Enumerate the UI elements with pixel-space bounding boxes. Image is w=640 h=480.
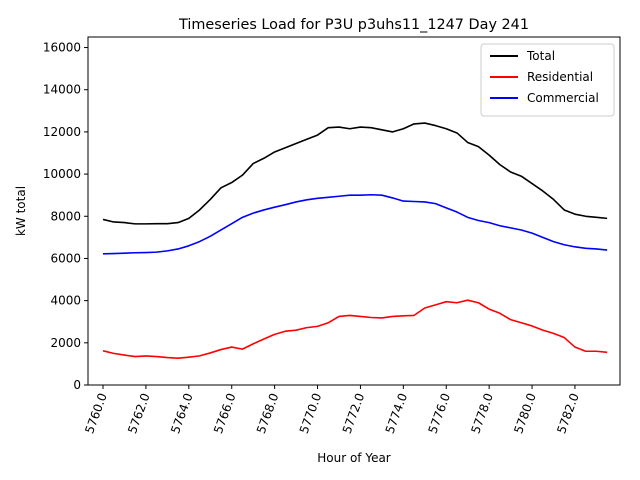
chart-title: Timeseries Load for P3U p3uhs11_1247 Day…	[178, 17, 529, 33]
y-tick-label: 2000	[50, 336, 81, 350]
y-tick-label: 8000	[50, 209, 81, 223]
y-tick-label: 14000	[43, 83, 81, 97]
y-axis-title: kW total	[14, 186, 28, 236]
y-tick-label: 12000	[43, 125, 81, 139]
y-axis: 0 2000 4000 6000 8000 10000 12000 14000 16000	[43, 41, 88, 392]
series-line-residential	[102, 299, 608, 360]
legend-label-total: Total	[526, 49, 555, 63]
series-line-total	[102, 122, 608, 225]
y-tick-label: 10000	[43, 167, 81, 181]
y-tick-label: 0	[73, 378, 81, 392]
y-tick-label: 6000	[50, 251, 81, 265]
y-tick-label: 4000	[50, 294, 81, 308]
legend-label-commercial: Commercial	[527, 91, 599, 105]
plot-frame	[87, 36, 621, 386]
series-layer	[102, 122, 608, 360]
legend-label-residential: Residential	[527, 70, 593, 84]
x-axis-title: Hour of Year	[317, 451, 391, 465]
y-tick-label: 16000	[43, 41, 81, 55]
legend: Total Residential Commercial	[480, 43, 615, 117]
series-line-commercial	[103, 193, 608, 255]
